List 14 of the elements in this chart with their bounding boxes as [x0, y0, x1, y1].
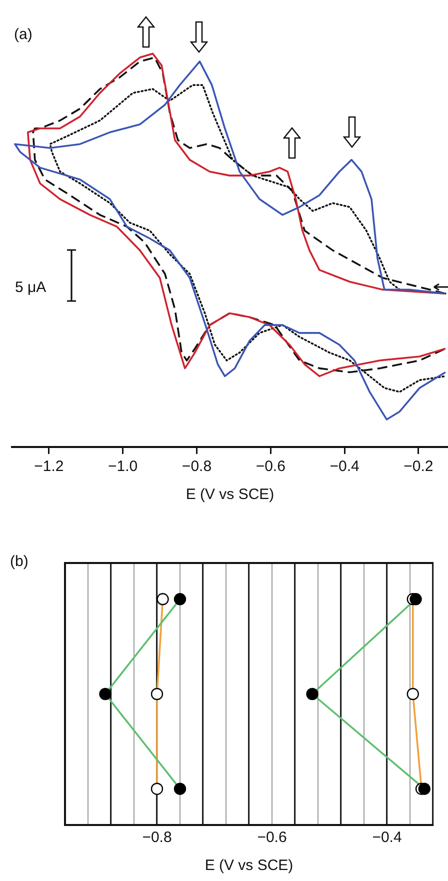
x-tick-label: −1.2	[34, 458, 64, 476]
x-axis-title: E (V vs SCE)	[204, 857, 294, 874]
x-tick-label: −0.4	[372, 829, 402, 846]
x-tick-label: −1.0	[108, 458, 138, 476]
x-tick-label: −0.2	[404, 458, 434, 476]
x-tick-label: −0.8	[142, 829, 172, 846]
x-tick-label: −0.6	[256, 458, 286, 476]
text: (b)	[10, 553, 28, 570]
x-axis-title: E (V vs SCE)	[186, 486, 274, 504]
x-tick-label: −0.8	[182, 458, 212, 476]
annotation: 5 μA	[15, 279, 46, 296]
x-tick-label: −0.4	[330, 458, 360, 476]
text: (a)	[14, 26, 32, 44]
x-tick-label: −0.6	[257, 829, 287, 846]
